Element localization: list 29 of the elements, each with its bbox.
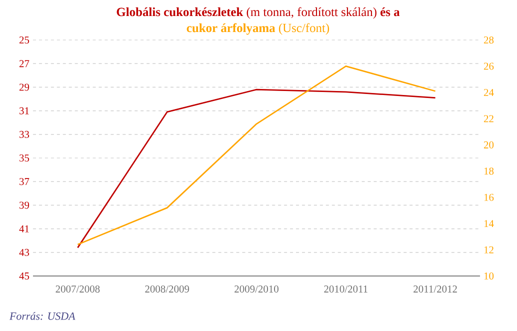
chart-subtitle: cukor árfolyama (Usc/font) [186, 23, 330, 35]
y-tick-label: 29 [19, 84, 30, 91]
text: Forrás: USDA [9, 312, 76, 320]
y-tick-label: 33 [20, 130, 30, 138]
y2-tick-label: 28 [484, 36, 494, 44]
y-tick-label: 31 [20, 107, 29, 114]
x-tick-label: 2009/2010 [234, 286, 278, 293]
y2-tick-label: 24 [484, 88, 494, 96]
y2-tick-label: 16 [484, 194, 494, 201]
y-tick-label: 35 [20, 154, 30, 162]
y2-tick-label: 20 [484, 141, 494, 148]
y2-tick-label: 22 [484, 115, 494, 122]
y2-tick-label: 26 [484, 62, 494, 70]
y-tick-label: 41 [19, 225, 29, 232]
y2-tick-label: 18 [484, 168, 494, 175]
y-tick-label: 25 [19, 36, 30, 44]
y2-tick-label: 10 [484, 272, 494, 280]
y2-tick-label: 12 [484, 246, 494, 254]
y-tick-label: 27 [19, 60, 30, 68]
y-tick-label: 37 [20, 178, 30, 186]
y-tick-label: 39 [20, 202, 30, 209]
x-tick-label: 2007/2008 [56, 286, 100, 293]
y-tick-label: 45 [19, 272, 30, 280]
x-tick-label: 2011/2012 [414, 286, 457, 293]
y-tick-label: 43 [19, 248, 30, 256]
x-tick-label: 2008/2009 [145, 286, 190, 293]
x-tick-label: 2010/2011 [324, 286, 368, 293]
y2-tick-label: 14 [484, 220, 494, 228]
chart-title: Globális cukorkészletek (m tonna, fordított skálán) és a [116, 7, 400, 19]
